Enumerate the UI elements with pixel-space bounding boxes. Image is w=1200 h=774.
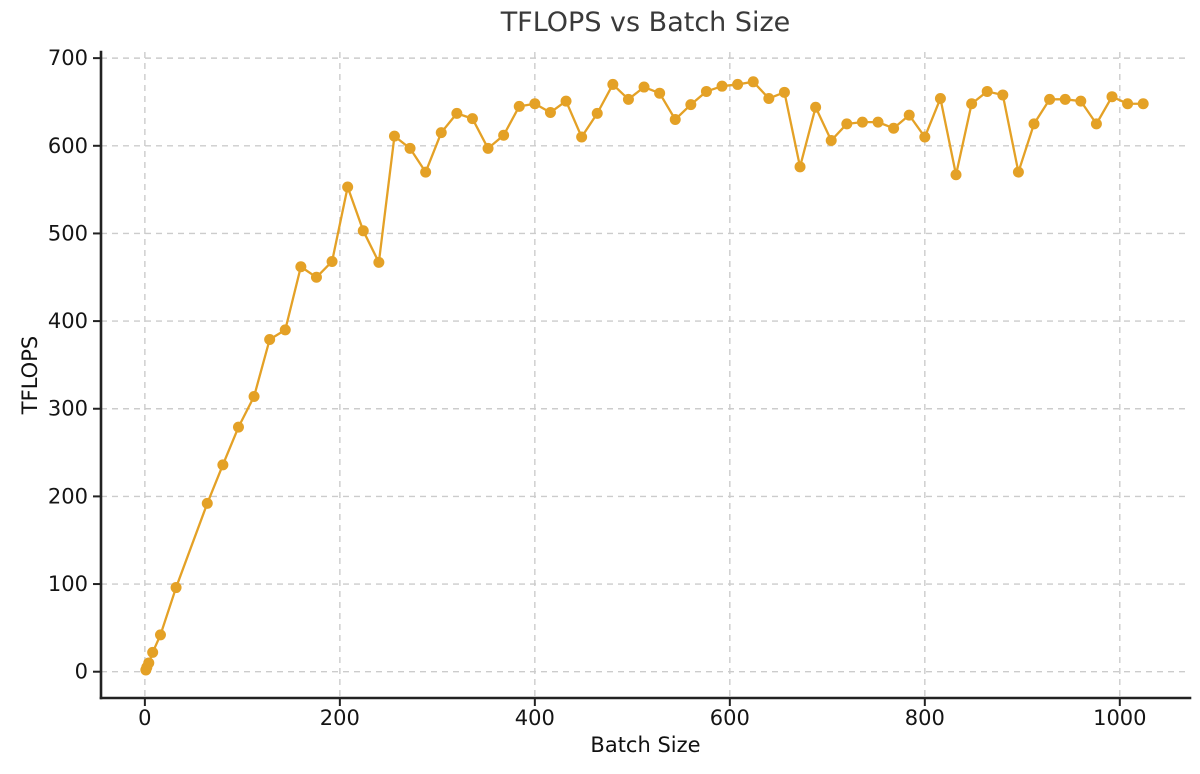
x-tick-label: 800 [905,706,945,730]
y-tick-label: 500 [48,221,88,245]
y-tick-label: 300 [48,397,88,421]
data-point [732,78,744,90]
data-point [420,166,432,178]
data-point [622,93,634,105]
data-point [279,324,291,336]
data-point [763,92,775,104]
data-point [903,109,915,121]
data-point [591,107,603,119]
y-tick-label: 200 [48,484,88,508]
data-point [919,131,931,143]
data-point [170,582,182,594]
data-point [217,459,229,471]
axes-spines [99,50,1192,700]
data-point [1044,93,1056,105]
data-point [810,101,822,113]
data-point [654,87,666,99]
x-axis-label: Batch Size [590,733,701,757]
data-point [997,89,1009,101]
data-point [872,116,884,128]
data-point [825,135,837,147]
data-point [638,81,650,93]
data-point [232,421,244,433]
data-point [1028,118,1040,130]
x-tick-label: 0 [138,706,151,730]
data-point [404,142,416,154]
data-point [576,131,588,143]
data-point [147,646,159,658]
tflops-line [144,80,1145,672]
data-point [981,85,993,97]
data-point [607,78,619,90]
data-point [310,271,322,283]
x-tick-label: 200 [320,706,360,730]
y-tick-label: 0 [75,660,88,684]
data-point [143,657,155,669]
data-point [1090,118,1102,130]
data-point [856,116,868,128]
data-point [934,92,946,104]
data-point [373,256,385,268]
grid [101,52,1190,698]
data-point [544,106,556,118]
data-point [560,95,572,107]
data-point [154,629,166,641]
data-point [841,118,853,130]
data-point [482,142,494,154]
tick-marks [93,57,1121,706]
data-point [1075,95,1087,107]
data-point [498,129,510,141]
data-points [140,76,1149,676]
data-point [264,334,276,345]
data-point [794,161,806,173]
data-point [669,113,681,125]
data-point [466,113,478,125]
data-point [295,261,307,273]
data-point [716,80,728,92]
data-point [435,127,447,139]
data-point [248,390,260,402]
data-point [700,85,712,97]
y-tick-label: 400 [48,309,88,333]
data-point [388,130,400,142]
data-point [513,100,525,112]
data-point [950,169,962,181]
data-point [685,99,697,111]
data-point [888,122,900,134]
data-point [1012,166,1024,178]
data-point [778,86,790,98]
data-point [747,76,759,88]
tick-labels: 0 200 400 600 800 1000 0 100 200 300 400 500 600 700 [48,46,1147,730]
data-point [1106,91,1118,103]
data-point [326,255,338,267]
y-tick-label: 100 [48,572,88,596]
data-point [342,181,354,193]
y-tick-label: 700 [48,46,88,70]
x-tick-label: 600 [710,706,750,730]
data-point [1137,98,1149,110]
y-tick-label: 600 [48,134,88,158]
data-point [966,98,978,110]
data-point [201,497,213,509]
data-point [451,107,463,119]
data-point [1122,98,1134,110]
x-tick-label: 1000 [1093,706,1146,730]
data-point [357,225,369,237]
y-axis-label: TFLOPS [18,335,42,415]
data-point [1059,93,1071,105]
chart-title: TFLOPS vs Batch Size [500,7,791,38]
data-point [529,98,541,110]
x-tick-label: 400 [515,706,555,730]
